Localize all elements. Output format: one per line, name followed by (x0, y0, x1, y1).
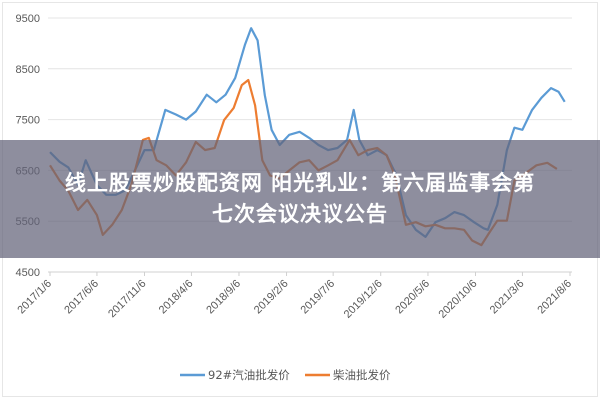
x-tick-label: 2019/12/6 (342, 278, 385, 321)
legend-label: 92#汽油批发价 (208, 368, 290, 382)
x-tick-label: 2017/6/6 (62, 278, 101, 317)
title-banner: 线上股票炒股配资网 阳光乳业：第六届监事会第 七次会议决议公告 (0, 140, 600, 258)
banner-title-line-2: 七次会议决议公告 (212, 202, 388, 226)
x-tick-label: 2018/4/6 (157, 278, 196, 317)
x-tick-label: 2021/3/6 (488, 278, 527, 317)
x-tick-label: 2018/9/6 (204, 278, 243, 317)
y-tick-label: 7500 (16, 115, 40, 127)
x-tick-label: 2019/7/6 (299, 278, 338, 317)
x-tick-label: 2017/11/6 (106, 278, 149, 321)
x-tick-label: 2020/5/6 (393, 278, 432, 317)
y-tick-label: 4500 (16, 267, 40, 279)
x-tick-label: 2017/1/6 (15, 278, 54, 317)
y-tick-label: 8500 (16, 64, 40, 76)
x-tick-label: 2019/2/6 (252, 278, 291, 317)
x-tick-label: 2021/8/6 (535, 278, 574, 317)
y-tick-label: 9500 (16, 13, 40, 25)
legend-label: 柴油批发价 (333, 368, 391, 382)
x-tick-label: 2020/10/6 (437, 278, 480, 321)
banner-title-line-1: 线上股票炒股配资网 阳光乳业：第六届监事会第 (64, 171, 536, 195)
